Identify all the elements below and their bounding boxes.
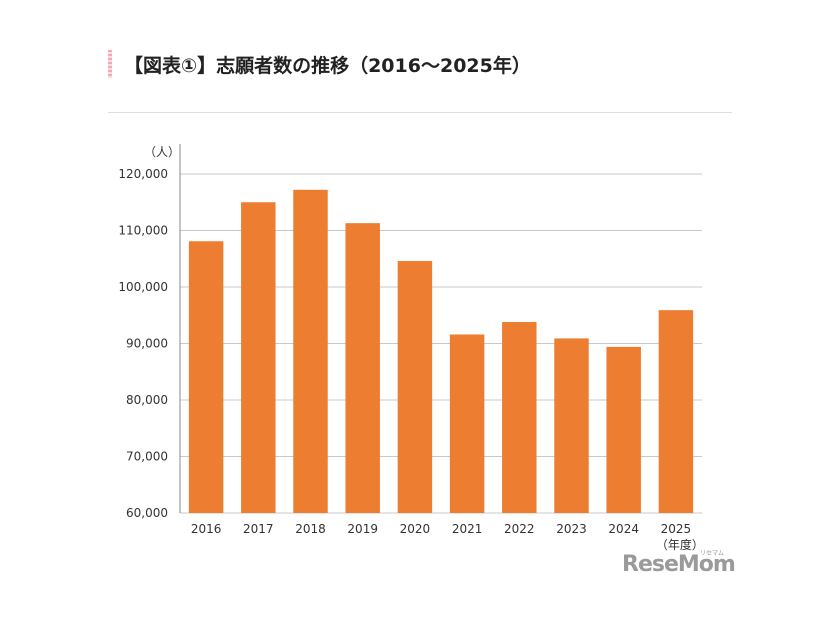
y-tick-label: 120,000 [118,167,168,181]
x-tick-label: 2019 [347,522,378,536]
y-tick-label: 110,000 [118,224,168,238]
bar [345,223,380,513]
y-tick-label: 80,000 [126,393,168,407]
x-tick-label: 2018 [295,522,326,536]
x-tick-label: 2016 [191,522,222,536]
x-tick-label: 2020 [400,522,431,536]
watermark-logo: ReseMom [622,552,736,577]
x-tick-label: 2023 [556,522,587,536]
bar [293,189,328,513]
y-tick-label: 70,000 [126,450,168,464]
bar [188,241,224,514]
bar [606,346,641,513]
y-axis-label: （人） [144,145,180,159]
x-tick-label: 2022 [504,522,535,536]
x-tick-label: 2025 [661,522,692,536]
watermark-logo-kana: リセマム [700,550,725,557]
y-tick-label: 100,000 [118,280,168,294]
heading-accent-bar [108,50,112,78]
bar [449,334,485,513]
bar [554,338,589,513]
bar [658,310,694,513]
bar [502,322,537,513]
y-tick-label: 60,000 [126,506,168,520]
bar [397,261,433,513]
x-tick-label: 2017 [243,522,274,536]
chart-title: 【図表①】志願者数の推移（2016〜2025年） [124,54,531,77]
x-axis-label: （年度） [656,537,704,552]
bar [241,202,276,513]
x-tick-label: 2024 [608,522,639,536]
divider [108,112,732,113]
x-tick-label: 2021 [452,522,483,536]
chart-heading: 【図表①】志願者数の推移（2016〜2025年） [108,50,531,78]
y-tick-label: 90,000 [126,337,168,351]
